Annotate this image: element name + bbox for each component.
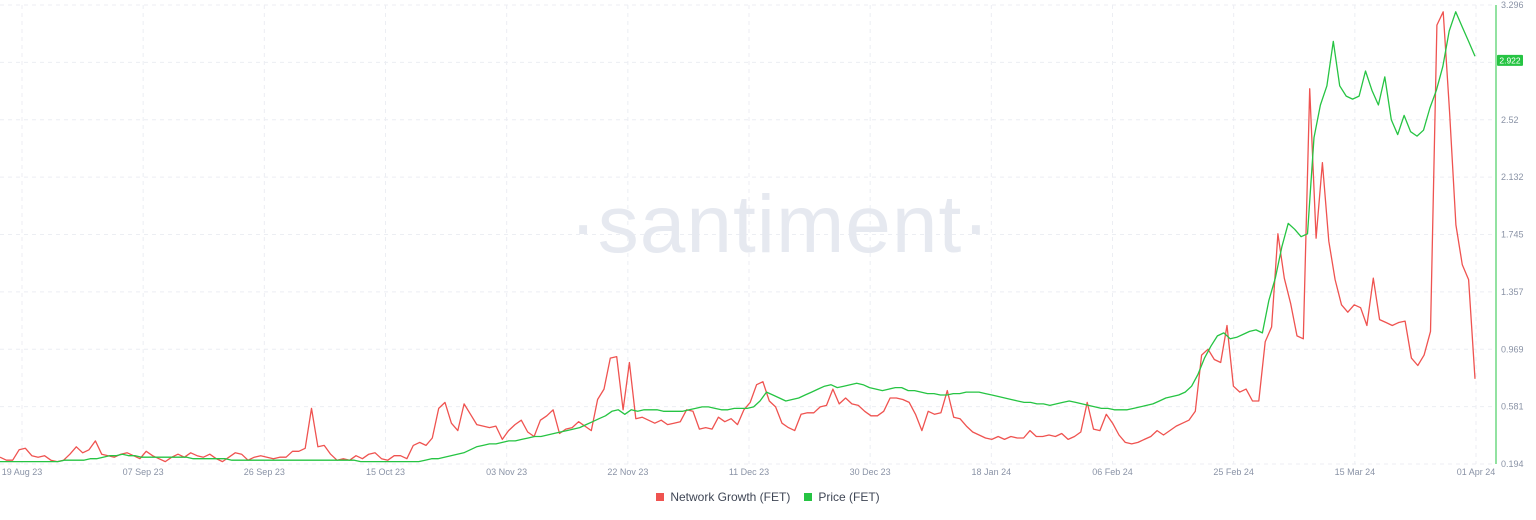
x-tick-label: 19 Aug 23 (2, 467, 43, 477)
y-tick-label: 1.745 (1501, 230, 1524, 240)
y-tick-label: 0.194 (1501, 459, 1524, 469)
y-tick-label: 2.132 (1501, 172, 1524, 182)
grid (0, 4, 1495, 465)
legend: Network Growth (FET) Price (FET) (0, 490, 1536, 504)
legend-swatch (804, 493, 813, 501)
x-tick-label: 25 Feb 24 (1213, 467, 1254, 477)
x-tick-label: 01 Apr 24 (1457, 467, 1496, 477)
last-price-badge-bg (1497, 54, 1523, 66)
x-tick-label: 26 Sep 23 (244, 467, 285, 477)
y-tick-label: 1.357 (1501, 287, 1524, 297)
legend-label: Network Growth (FET) (670, 490, 791, 504)
series-line-price (0, 11, 1476, 463)
x-tick-label: 30 Dec 23 (850, 467, 891, 477)
chart: ·santiment· 19 Aug 23 07 Sep 23 26 Sep 23 1… (0, 0, 1524, 477)
legend-item-network-growth[interactable]: Network Growth (FET) (656, 490, 790, 504)
watermark: ·santiment· (569, 179, 990, 270)
legend-item-price[interactable]: Price (FET) (804, 490, 880, 504)
x-tick-label: 18 Jan 24 (972, 467, 1012, 477)
x-tick-label: 06 Feb 24 (1092, 467, 1133, 477)
x-tick-label: 11 Dec 23 (729, 467, 769, 477)
x-tick-label: 07 Sep 23 (123, 467, 164, 477)
y-tick-label: 2.52 (1501, 115, 1519, 125)
x-tick-label: 03 Nov 23 (486, 467, 527, 477)
series-lines (0, 11, 1476, 463)
last-price-label: 2.922 (1499, 55, 1521, 65)
legend-label: Price (FET) (818, 490, 880, 504)
x-axis-ticks: 19 Aug 23 07 Sep 23 26 Sep 23 15 Oct 23 03 N… (2, 467, 1496, 477)
last-price-badge: 2.922 (1497, 54, 1523, 66)
x-tick-label: 22 Nov 23 (607, 467, 648, 477)
y-tick-label: 0.581 (1501, 402, 1524, 412)
legend-swatch (656, 493, 665, 501)
y-tick-label: 3.296 (1501, 0, 1524, 10)
x-tick-label: 15 Mar 24 (1335, 467, 1376, 477)
x-tick-label: 15 Oct 23 (366, 467, 405, 477)
series-line-network-growth (0, 11, 1476, 463)
y-axis-ticks: 3.2962.9072.522.1321.7451.3570.9690.5810… (1501, 0, 1524, 469)
y-tick-label: 0.969 (1501, 344, 1524, 354)
